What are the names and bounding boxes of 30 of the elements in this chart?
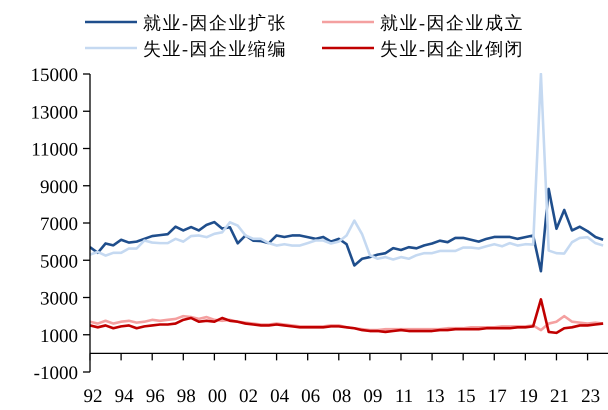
y-tick-label: 7000 [40, 214, 78, 235]
x-tick-label: 02 [238, 386, 258, 407]
x-tick-label: 98 [176, 386, 196, 407]
legend-label: 失业-因企业倒闭 [380, 39, 524, 59]
y-tick-label: 3000 [40, 288, 78, 310]
x-tick-label: 04 [270, 386, 290, 407]
x-tick-label: 94 [114, 386, 134, 407]
x-tick-label: 11 [394, 386, 414, 407]
legend-label: 就业-因企业成立 [380, 13, 524, 33]
y-tick-label: 11000 [31, 140, 78, 160]
x-tick-label: 06 [301, 386, 320, 407]
x-tick-label: 96 [146, 386, 165, 407]
x-tick-label: 17 [488, 386, 507, 407]
y-tick-label: 15000 [30, 65, 78, 86]
x-tick-label: 13 [426, 386, 445, 407]
x-tick-label: 09 [363, 386, 382, 407]
y-tick-label: 5000 [40, 251, 78, 272]
y-tick-label: 1000 [40, 326, 78, 347]
legend-label: 失业-因企业缩编 [143, 39, 287, 59]
x-tick-label: 00 [208, 386, 227, 407]
x-tick-label: 92 [84, 386, 102, 407]
y-tick-label: -1000 [34, 363, 78, 384]
y-tick-label: 9000 [40, 176, 78, 198]
x-tick-label: 21 [550, 386, 569, 407]
y-tick-label: 13000 [30, 102, 78, 124]
x-tick-label: 23 [581, 386, 600, 407]
x-tick-label: 15 [456, 386, 476, 407]
x-tick-label: 08 [332, 386, 352, 407]
legend-label: 就业-因企业扩张 [143, 13, 287, 33]
x-tick-label: 19 [518, 386, 538, 407]
